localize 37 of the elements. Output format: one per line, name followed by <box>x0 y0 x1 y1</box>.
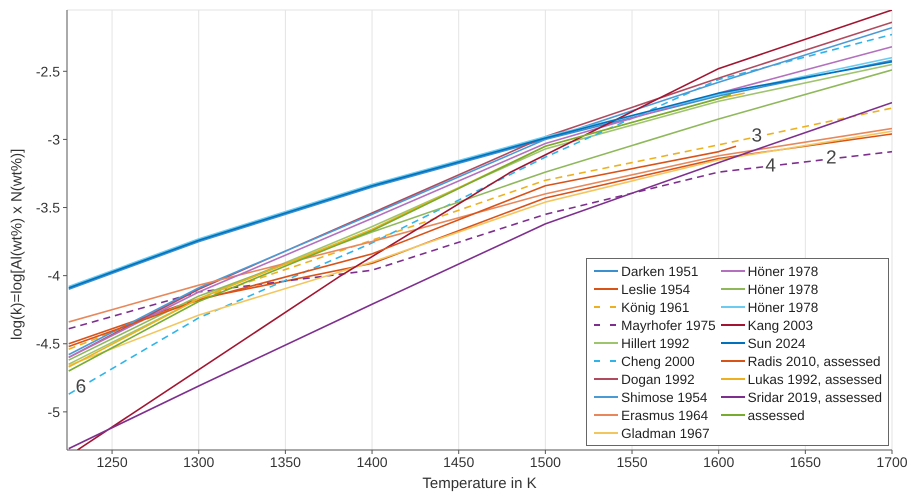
legend-label: Erasmus 1964 <box>621 408 708 422</box>
legend-label: Radis 2010, assessed <box>748 354 880 368</box>
legend-label: König 1961 <box>621 300 690 314</box>
y-axis-title: log(k)=log[Al(wt%) x N(wt%)] <box>8 148 26 340</box>
y-tick-label: -5 <box>48 404 60 420</box>
legend-label: Mayrhofer 1975 <box>621 318 716 332</box>
y-tick-label: -3 <box>48 131 60 148</box>
legend-label: Kang 2003 <box>748 318 813 332</box>
legend-label: Höner 1978 <box>748 300 818 314</box>
x-axis-title: Temperature in K <box>422 475 537 492</box>
legend-label: Lukas 1992, assessed <box>748 372 882 386</box>
legend-label: Sun 2024 <box>748 336 806 350</box>
x-tick-label: 1650 <box>790 454 822 470</box>
x-tick-label: 1450 <box>443 454 474 470</box>
x-tick-label: 1250 <box>96 454 128 470</box>
x-tick-label: 1550 <box>616 454 648 470</box>
legend-label: Leslie 1954 <box>621 282 690 296</box>
legend-label: Höner 1978 <box>748 264 818 278</box>
y-tick-label: -4.5 <box>36 336 60 352</box>
y-tick-label: -3.5 <box>36 199 60 216</box>
x-tick-label: 1600 <box>703 454 734 470</box>
x-tick-label: 1400 <box>356 454 388 470</box>
legend-label: Höner 1978 <box>748 282 818 296</box>
y-tick-label: -2.5 <box>36 63 60 80</box>
legend-label: Dogan 1992 <box>621 372 695 386</box>
legend-label: Shimose 1954 <box>621 390 708 404</box>
legend-label: Hillert 1992 <box>621 336 690 350</box>
legend-label: Gladman 1967 <box>621 426 710 440</box>
x-tick-label: 1300 <box>183 454 215 470</box>
x-tick-label: 1500 <box>530 454 562 470</box>
y-tick-label: -4 <box>48 268 60 284</box>
x-tick-label: 1350 <box>270 454 302 470</box>
legend-label: Sridar 2019, assessed <box>748 390 882 404</box>
legend-label: assessed <box>748 408 805 422</box>
legend-label: Darken 1951 <box>621 264 698 278</box>
x-tick-label: 1700 <box>876 454 908 470</box>
legend-label: Cheng 2000 <box>621 354 695 368</box>
